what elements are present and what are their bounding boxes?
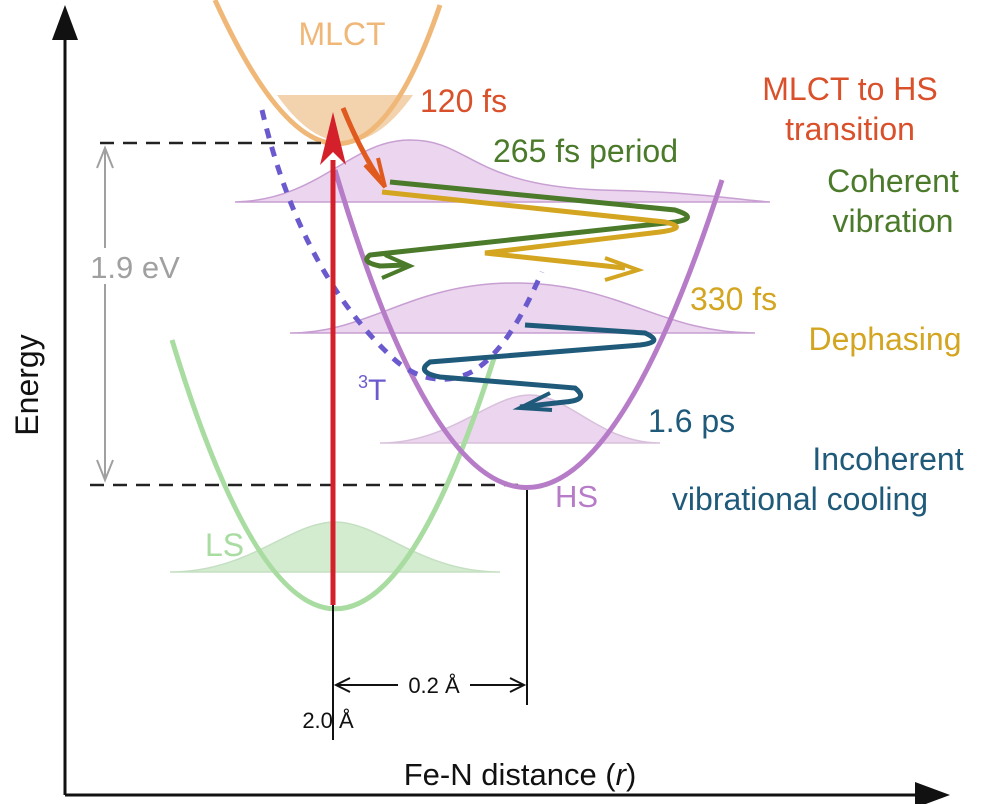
incoherent-label-2: vibrational cooling — [672, 481, 928, 517]
axes: Energy Fe-N distance (r) — [9, 5, 950, 804]
mlct-hs-label-1: MLCT to HS — [762, 71, 937, 107]
annotations: 120 fs MLCT to HS transition 265 fs peri… — [420, 71, 964, 517]
t120-label: 120 fs — [420, 83, 507, 119]
y-axis-arrow-icon — [52, 5, 78, 40]
energy-gap: 1.9 eV — [80, 145, 195, 483]
cooling-path — [421, 322, 657, 410]
hs-label: HS — [555, 479, 598, 514]
cooling-arrowhead-icon — [512, 391, 553, 412]
coherent-label-1: Coherent — [827, 163, 959, 199]
coherent-label-2: vibration — [833, 203, 954, 239]
origin-distance-label: 2.0 Å — [302, 708, 354, 733]
triplet-state: 3T — [259, 109, 545, 407]
hs-state: HS — [332, 169, 725, 514]
delta-distance-label: 0.2 Å — [408, 673, 460, 698]
t16-label: 1.6 ps — [648, 403, 735, 439]
ls-label: LS — [205, 527, 244, 563]
y-axis-label: Energy — [9, 334, 45, 435]
transition-arrow — [340, 107, 383, 182]
excitation-arrow — [320, 112, 346, 605]
dephasing-path — [381, 189, 679, 271]
mlct-state: MLCT — [212, 0, 443, 147]
x-axis-arrow-icon — [915, 782, 950, 804]
x-axis-label: Fe-N distance (r) — [404, 757, 637, 792]
mlct-hs-label-2: transition — [785, 111, 915, 147]
energy-gap-label: 1.9 eV — [90, 250, 180, 285]
transition-arrowhead-icon — [363, 157, 387, 189]
distance-markers: 0.2 Å 2.0 Å — [302, 490, 528, 740]
triplet-label: 3T — [358, 372, 386, 407]
coherent-arrowhead-icon — [381, 253, 416, 280]
dephasing-arrowhead-icon — [604, 256, 645, 282]
t330-label: 330 fs — [690, 281, 777, 317]
dephasing-label: Dephasing — [809, 321, 962, 357]
coherent-vibration-path — [364, 179, 690, 269]
mlct-label: MLCT — [298, 16, 385, 52]
t265-label: 265 fs period — [493, 133, 678, 169]
incoherent-label-1: Incoherent — [812, 441, 963, 477]
hs-wavepackets — [234, 139, 771, 444]
